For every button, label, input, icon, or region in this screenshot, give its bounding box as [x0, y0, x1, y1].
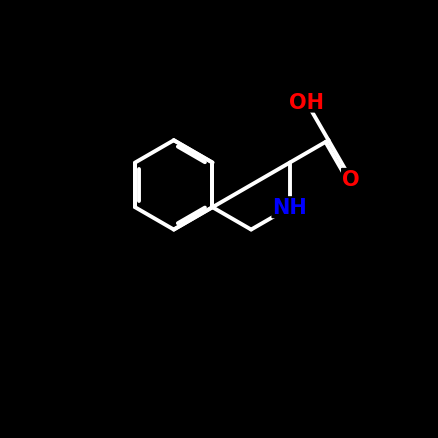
Text: O: O	[341, 170, 359, 190]
Text: OH: OH	[288, 92, 323, 112]
Text: NH: NH	[272, 198, 307, 218]
